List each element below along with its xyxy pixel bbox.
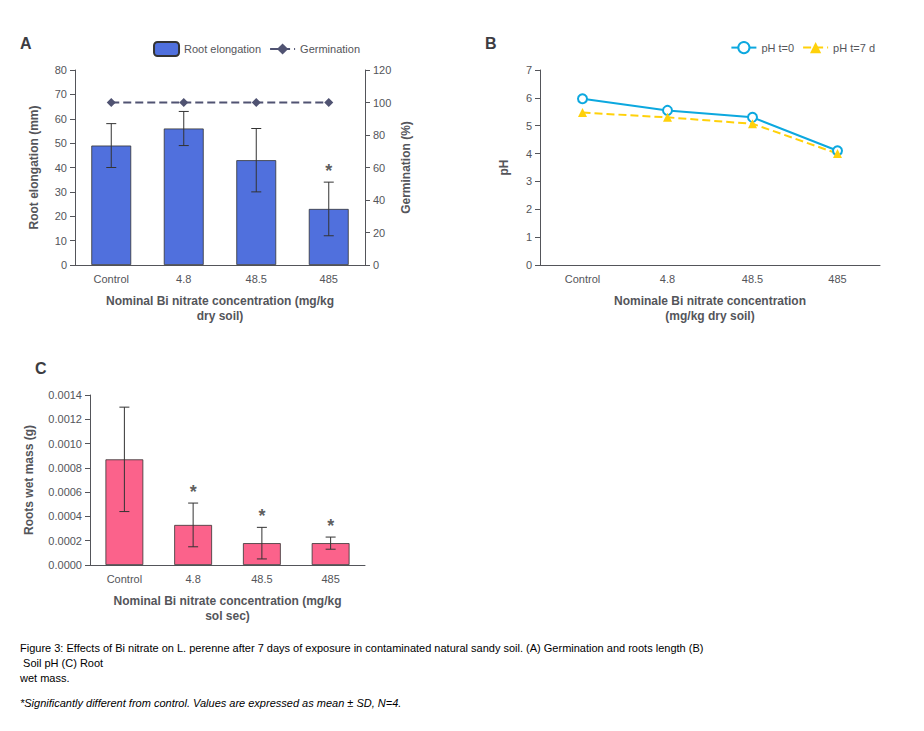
svg-text:0.0012: 0.0012 — [48, 413, 82, 425]
svg-text:20: 20 — [55, 210, 67, 222]
svg-text:*: * — [325, 161, 332, 181]
svg-text:0: 0 — [373, 259, 379, 271]
svg-text:Roots wet mass (g): Roots wet mass (g) — [22, 425, 36, 535]
svg-text:1: 1 — [526, 231, 532, 243]
svg-text:50: 50 — [55, 137, 67, 149]
svg-text:10: 10 — [55, 235, 67, 247]
svg-text:pH t=0: pH t=0 — [761, 42, 794, 54]
svg-text:4.8: 4.8 — [176, 273, 191, 285]
svg-text:*Significantly different from: *Significantly different from control. V… — [20, 697, 401, 709]
svg-text:80: 80 — [55, 64, 67, 76]
svg-text:Root elongation: Root elongation — [184, 43, 261, 55]
svg-text:wet mass.: wet mass. — [19, 672, 70, 684]
svg-text:48.5: 48.5 — [246, 273, 267, 285]
svg-text:Germination: Germination — [300, 43, 360, 55]
svg-text:40: 40 — [55, 162, 67, 174]
svg-text:Control: Control — [107, 573, 142, 585]
svg-text:20: 20 — [373, 227, 385, 239]
svg-text:0.0010: 0.0010 — [48, 438, 82, 450]
svg-text:0.0002: 0.0002 — [48, 535, 82, 547]
svg-text:4.8: 4.8 — [660, 273, 675, 285]
svg-text:6: 6 — [526, 92, 532, 104]
svg-text:5: 5 — [526, 120, 532, 132]
svg-text:70: 70 — [55, 88, 67, 100]
svg-text:*: * — [190, 482, 197, 502]
svg-text:Figure 3: Effects of Bi nitrat: Figure 3: Effects of Bi nitrate on L. pe… — [20, 642, 703, 654]
svg-text:0: 0 — [526, 259, 532, 271]
svg-text:Control: Control — [94, 273, 129, 285]
svg-text:A: A — [20, 35, 32, 52]
svg-text:pH: pH — [497, 160, 511, 176]
svg-text:Nominal Bi nitrate concentrati: Nominal Bi nitrate concentration (mg/kg — [113, 594, 341, 608]
svg-text:Root elongation (mm): Root elongation (mm) — [27, 106, 41, 230]
svg-text:4.8: 4.8 — [185, 573, 200, 585]
svg-text:120: 120 — [373, 64, 391, 76]
svg-text:pH t=7 d: pH t=7 d — [833, 42, 875, 54]
svg-text:dry soil): dry soil) — [197, 309, 244, 323]
svg-text:C: C — [35, 360, 47, 377]
svg-text:2: 2 — [526, 203, 532, 215]
svg-text:Soil pH (C) Root: Soil pH (C) Root — [20, 657, 103, 669]
svg-text:0.0004: 0.0004 — [48, 510, 82, 522]
svg-text:*: * — [327, 516, 334, 536]
svg-text:*: * — [258, 506, 265, 526]
svg-text:485: 485 — [828, 273, 846, 285]
svg-text:3: 3 — [526, 175, 532, 187]
svg-text:sol sec): sol sec) — [205, 609, 250, 623]
svg-text:80: 80 — [373, 129, 385, 141]
svg-text:485: 485 — [320, 273, 338, 285]
svg-text:30: 30 — [55, 186, 67, 198]
svg-text:B: B — [485, 35, 497, 52]
svg-text:485: 485 — [321, 573, 339, 585]
svg-text:0.0014: 0.0014 — [48, 389, 82, 401]
svg-text:Nominale Bi nitrate concentrat: Nominale Bi nitrate concentration — [614, 294, 806, 308]
svg-text:(mg/kg dry soil): (mg/kg dry soil) — [665, 309, 754, 323]
svg-text:48.5: 48.5 — [251, 573, 272, 585]
svg-text:Nominal Bi nitrate concentrati: Nominal Bi nitrate concentration (mg/kg — [106, 294, 334, 308]
svg-text:0: 0 — [61, 259, 67, 271]
svg-text:Control: Control — [565, 273, 600, 285]
svg-text:7: 7 — [526, 64, 532, 76]
svg-text:0.0000: 0.0000 — [48, 559, 82, 571]
svg-text:0.0006: 0.0006 — [48, 486, 82, 498]
svg-text:60: 60 — [55, 113, 67, 125]
svg-text:48.5: 48.5 — [742, 273, 763, 285]
svg-text:0.0008: 0.0008 — [48, 462, 82, 474]
svg-text:100: 100 — [373, 97, 391, 109]
svg-text:Germination (%): Germination (%) — [399, 121, 413, 214]
svg-text:60: 60 — [373, 162, 385, 174]
svg-text:4: 4 — [526, 148, 532, 160]
svg-text:40: 40 — [373, 194, 385, 206]
